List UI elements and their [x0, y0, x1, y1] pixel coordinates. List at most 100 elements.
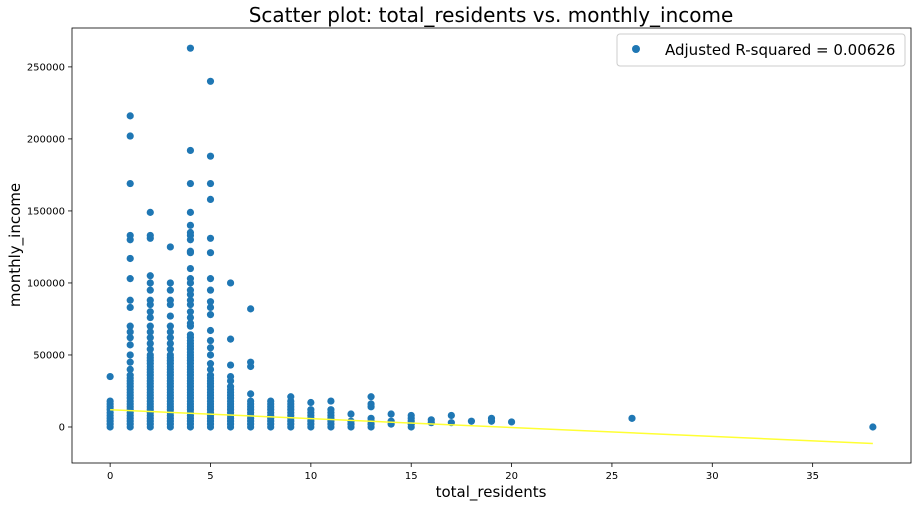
- data-point: [367, 414, 375, 422]
- y-tick-label: 250000: [27, 62, 65, 73]
- y-tick-label: 100000: [27, 278, 65, 289]
- data-point: [166, 334, 174, 342]
- data-point: [226, 335, 235, 343]
- data-point: [507, 418, 516, 426]
- y-tick-label: 50000: [33, 350, 65, 361]
- data-point: [166, 312, 174, 320]
- data-point: [206, 351, 215, 359]
- data-point: [126, 341, 134, 349]
- x-tick-label: 15: [405, 471, 418, 482]
- data-point: [206, 179, 215, 188]
- legend-marker: [632, 45, 640, 53]
- data-point: [146, 279, 154, 287]
- data-point: [206, 303, 215, 312]
- data-point: [387, 417, 395, 425]
- data-point: [166, 328, 174, 336]
- regression-line: [110, 408, 873, 445]
- data-point: [146, 345, 154, 353]
- data-point: [146, 272, 154, 280]
- data-point: [126, 371, 134, 379]
- data-point: [287, 393, 295, 401]
- data-point: [166, 339, 174, 348]
- fit-line-layer: [110, 408, 873, 445]
- data-point: [126, 132, 134, 140]
- data-point: [327, 397, 335, 405]
- data-point: [206, 326, 215, 335]
- data-point: [186, 275, 195, 283]
- data-point: [347, 417, 355, 425]
- data-point: [247, 358, 255, 366]
- data-point: [186, 146, 195, 155]
- legend-frame: [616, 33, 906, 67]
- data-point: [166, 351, 174, 359]
- x-tick-label: 0: [107, 471, 113, 482]
- data-point: [126, 303, 134, 312]
- data-point: [226, 279, 235, 287]
- data-point: [206, 195, 215, 204]
- x-tick-label: 20: [505, 471, 518, 482]
- data-point: [166, 279, 174, 287]
- data-point: [146, 328, 154, 336]
- y-axis-label: monthly_income: [6, 183, 25, 307]
- x-tick-label: 35: [806, 471, 819, 482]
- data-point: [126, 351, 134, 359]
- x-tick-label: 5: [207, 471, 213, 482]
- data-point: [146, 231, 154, 240]
- data-point: [146, 313, 154, 322]
- data-point: [407, 411, 415, 420]
- data-point: [146, 334, 154, 342]
- data-point: [146, 208, 154, 216]
- data-point: [307, 398, 315, 407]
- data-point: [146, 322, 154, 330]
- data-point: [307, 406, 315, 414]
- data-point: [126, 322, 134, 330]
- data-point: [206, 286, 215, 294]
- data-point: [206, 365, 215, 373]
- data-point: [166, 322, 174, 330]
- data-point: [247, 397, 255, 405]
- data-point: [367, 393, 375, 401]
- data-point: [347, 410, 355, 418]
- data-point: [146, 286, 154, 294]
- y-tick-label: 200000: [27, 134, 65, 145]
- data-point: [206, 249, 215, 257]
- data-point: [367, 400, 375, 408]
- data-point: [146, 308, 154, 316]
- data-point: [126, 334, 134, 342]
- data-point: [387, 410, 395, 418]
- data-point: [186, 331, 195, 339]
- data-point: [206, 360, 215, 368]
- data-point: [166, 345, 174, 353]
- data-point: [247, 305, 255, 313]
- data-point: [186, 313, 195, 322]
- chart-title: Scatter plot: total_residents vs. monthl…: [249, 3, 734, 27]
- x-axis-ticks: 0 5 10 15 20 25 30 35: [107, 463, 819, 482]
- x-tick-label: 30: [706, 471, 719, 482]
- data-point: [146, 339, 154, 348]
- data-point: [206, 371, 215, 379]
- data-point: [186, 221, 195, 229]
- x-axis-label: total_residents: [436, 483, 547, 502]
- data-point: [186, 264, 195, 273]
- data-point: [467, 417, 476, 425]
- legend-entry-label: Adjusted R-squared = 0.00626: [665, 41, 895, 59]
- data-point: [126, 328, 134, 336]
- x-tick-label: 25: [606, 471, 619, 482]
- data-point: [226, 361, 235, 369]
- data-point: [226, 383, 235, 391]
- data-point: [126, 275, 134, 283]
- plot-area: [71, 27, 912, 464]
- data-point: [126, 179, 134, 188]
- data-point: [247, 390, 255, 398]
- data-point: [166, 296, 174, 304]
- data-point: [126, 112, 134, 120]
- data-point: [166, 243, 174, 251]
- points-layer: [106, 44, 877, 431]
- data-point: [186, 286, 195, 294]
- data-point: [146, 351, 154, 359]
- data-point: [186, 296, 195, 304]
- data-point: [628, 414, 636, 422]
- data-point: [206, 234, 215, 242]
